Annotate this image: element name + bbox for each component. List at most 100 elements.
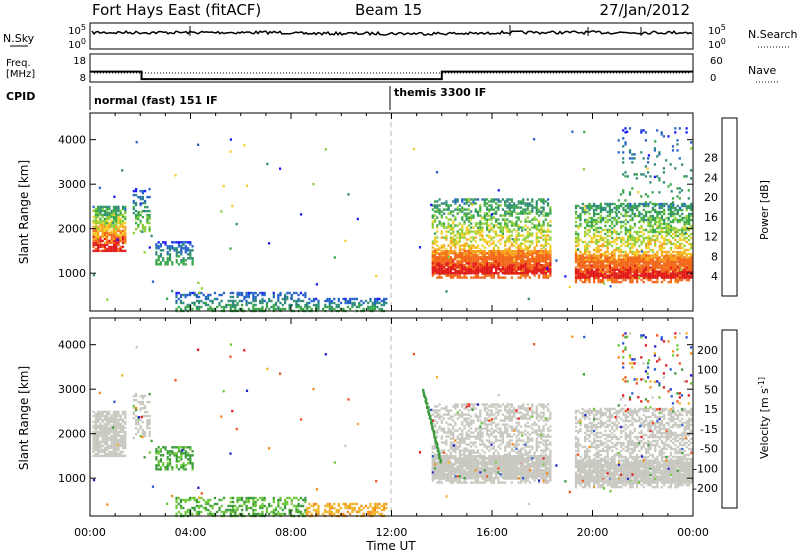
scatter-cell [479, 268, 482, 271]
scatter-cell [436, 200, 439, 203]
scatter-cell [579, 276, 582, 279]
scatter-cell [103, 217, 106, 221]
scatter-cell [488, 210, 491, 213]
scatter-cell [674, 218, 677, 222]
scatter-cell [653, 149, 656, 152]
scatter-cell [515, 230, 518, 233]
scatter-cell [146, 414, 149, 418]
scatter-cell [108, 217, 111, 221]
scatter-cell [110, 213, 113, 217]
scatter-cell [492, 262, 495, 265]
scatter-cell [488, 230, 491, 233]
scatter-cell [106, 452, 109, 456]
scatter-cell [658, 256, 661, 259]
scatter-cell [642, 258, 645, 261]
y-tick-label: 1000 [58, 267, 86, 280]
scatter-cell [479, 230, 482, 233]
scatter-cell [119, 211, 122, 215]
scatter-cell [479, 248, 482, 251]
scatter-cell [155, 253, 158, 256]
scatter-cell [467, 244, 471, 247]
scatter-cell [656, 252, 659, 256]
scatter-cell [579, 278, 582, 282]
scatter-cell [189, 456, 192, 459]
scatter-cell [681, 226, 684, 230]
scatter-cell [474, 232, 477, 235]
scatter-cell [531, 254, 534, 257]
scatter-cell [584, 220, 587, 224]
scatter-cell [528, 252, 532, 255]
scatter-cell [112, 412, 116, 416]
scatter-cell [676, 274, 679, 277]
scatter-cell [195, 305, 198, 309]
scatter-cell [495, 218, 498, 221]
scatter-cell [597, 240, 600, 244]
scatter-cell [549, 248, 552, 251]
scatter-cell [579, 206, 582, 210]
scatter-cell [112, 430, 116, 434]
scatter-cell [510, 198, 513, 201]
scatter-cell [137, 422, 140, 426]
scatter-cell [524, 246, 527, 249]
scatter-cell [175, 458, 178, 461]
scatter-cell [137, 211, 140, 214]
scatter-cell [157, 468, 160, 471]
scatter-cell [454, 256, 457, 259]
scatter-cell [581, 206, 584, 210]
scatter-cell [497, 222, 500, 225]
scatter-cell [547, 250, 550, 253]
scatter-cell [465, 200, 468, 203]
scatter-cell [501, 264, 504, 267]
scatter-cell [506, 236, 509, 239]
scatter-cell [656, 272, 659, 275]
scatter-cell [497, 252, 500, 255]
scatter-cell [293, 291, 296, 295]
scatter-cell [645, 228, 648, 232]
scatter-cell [483, 268, 486, 271]
scatter-cell [383, 297, 386, 301]
scatter-cell [159, 460, 162, 463]
scatter-cell [434, 260, 437, 263]
scatter-cell [608, 258, 611, 261]
scatter-cell [660, 206, 663, 210]
scatter-cell [103, 448, 106, 452]
scatter-cell [440, 268, 443, 271]
scatter-cell [97, 416, 100, 420]
scatter-cell [642, 276, 645, 279]
scatter-cell [681, 230, 684, 234]
scatter-cell [452, 228, 455, 231]
scatter-cell [385, 301, 388, 305]
scatter-cell [540, 264, 543, 267]
scatter-cell [658, 270, 661, 273]
scatter-cell [528, 268, 532, 271]
scatter-cell [629, 280, 632, 284]
scatter-cell [175, 291, 178, 295]
scatter-cell [180, 454, 183, 457]
scatter-cell [144, 404, 147, 408]
scatter-cell [626, 242, 630, 246]
scatter-cell [141, 197, 144, 201]
scatter-cell [317, 303, 320, 307]
scatter-cell [99, 432, 102, 436]
scatter-cell [606, 278, 609, 282]
scatter-cell [656, 258, 659, 261]
scatter-cell [447, 254, 450, 257]
scatter-cell [674, 246, 677, 250]
scatter-cell [445, 268, 448, 271]
scatter-cell [651, 260, 654, 263]
scatter-cell [449, 268, 452, 271]
scatter-cell [209, 293, 212, 297]
scatter-cell [506, 222, 509, 225]
scatter-cell [606, 276, 609, 279]
scatter-cell [604, 272, 607, 275]
scatter-cell [463, 242, 466, 245]
scatter-cell [590, 224, 593, 228]
scatter-cell [117, 209, 120, 213]
scatter-cell [447, 274, 450, 277]
scatter-cell [110, 241, 113, 245]
scatter-cell [495, 244, 498, 247]
scatter-cell [667, 240, 670, 244]
scatter-cell [461, 252, 464, 255]
scatter-cell [501, 228, 504, 231]
scatter-cell [636, 250, 639, 254]
